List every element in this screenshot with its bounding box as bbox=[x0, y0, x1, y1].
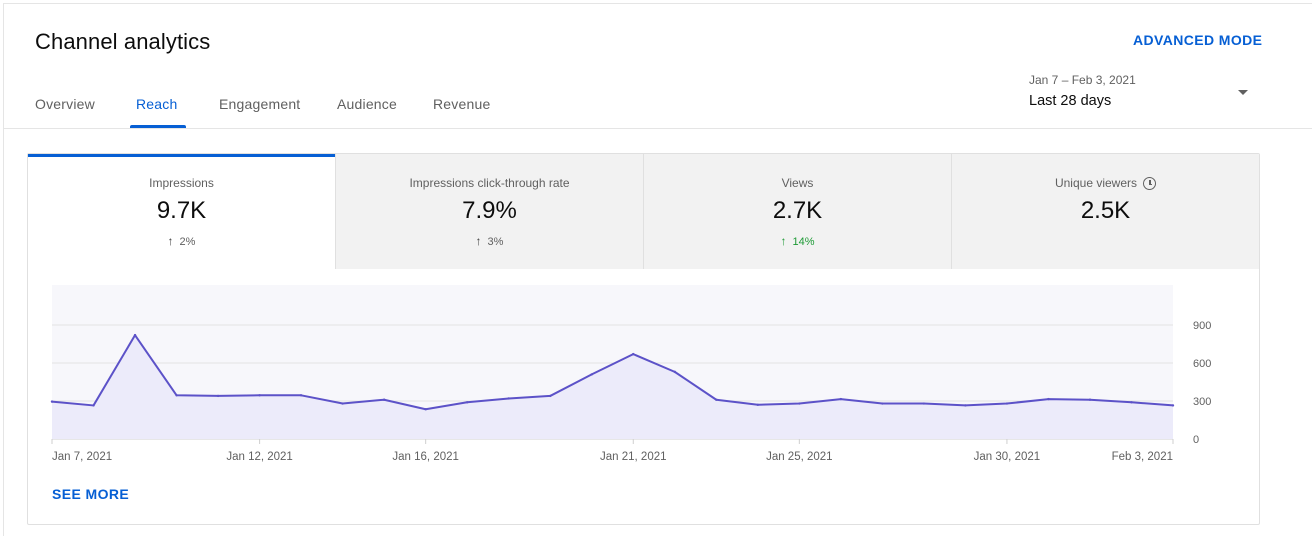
data-point bbox=[92, 404, 95, 407]
y-tick-label: 900 bbox=[1193, 320, 1211, 332]
impressions-chart[interactable]: 0 300 600 900 Jan 7, 2021 Jan 12, 2021 Jan 16,… bbox=[28, 269, 1259, 469]
data-point bbox=[507, 397, 510, 400]
metric-change: ↑ 3% bbox=[336, 234, 643, 248]
metric-value: 2.5K bbox=[1080, 197, 1131, 224]
selected-metric-indicator bbox=[28, 154, 335, 157]
page-frame bbox=[3, 3, 1312, 536]
x-tick-label: Jan 25, 2021 bbox=[766, 451, 833, 463]
y-tick-label: 0 bbox=[1193, 434, 1199, 446]
data-point bbox=[1171, 404, 1175, 407]
data-point bbox=[1088, 398, 1092, 401]
date-range-label: Last 28 days bbox=[1029, 93, 1112, 109]
x-tick-label: Feb 3, 2021 bbox=[1112, 451, 1173, 463]
metric-change: ↑ 14% bbox=[644, 234, 951, 248]
metric-label: Unique viewers bbox=[952, 176, 1259, 190]
x-tick-label: Jan 7, 2021 bbox=[52, 451, 112, 463]
data-point bbox=[341, 402, 344, 405]
metric-ctr[interactable]: Impressions click-through rate 7.9% ↑ 3% bbox=[336, 154, 644, 269]
x-tick-label: Jan 21, 2021 bbox=[600, 451, 667, 463]
arrow-up-icon: ↑ bbox=[475, 234, 482, 248]
see-more-link[interactable]: SEE MORE bbox=[52, 486, 130, 502]
active-tab-indicator bbox=[130, 125, 186, 128]
tab-reach[interactable]: Reach bbox=[130, 88, 186, 128]
data-point bbox=[258, 394, 261, 397]
data-point bbox=[964, 404, 967, 407]
y-tick-label: 600 bbox=[1193, 358, 1211, 370]
metric-value: 9.7K bbox=[156, 197, 207, 224]
metric-value: 7.9% bbox=[462, 197, 517, 224]
change-percent: 14% bbox=[792, 236, 815, 248]
metric-change: ↑ 2% bbox=[28, 234, 335, 248]
dropdown-arrow-icon bbox=[1238, 90, 1248, 95]
y-tick-label: 300 bbox=[1193, 396, 1211, 408]
clock-icon[interactable] bbox=[1143, 177, 1157, 190]
x-tick-label: Jan 16, 2021 bbox=[392, 451, 459, 463]
data-point bbox=[715, 398, 718, 401]
data-point bbox=[798, 402, 801, 405]
metric-label: Impressions bbox=[149, 176, 214, 190]
data-point bbox=[382, 398, 386, 401]
data-point bbox=[1005, 402, 1009, 405]
arrow-up-icon: ↑ bbox=[167, 234, 174, 248]
data-point bbox=[590, 373, 593, 376]
metric-label: Views bbox=[781, 176, 814, 190]
data-point bbox=[881, 402, 884, 405]
data-point bbox=[216, 394, 220, 398]
data-point bbox=[299, 394, 303, 397]
x-tick-label: Jan 30, 2021 bbox=[974, 451, 1041, 463]
metric-label: Impressions click-through rate bbox=[409, 176, 570, 190]
change-percent: 3% bbox=[487, 236, 504, 248]
date-range-dropdown[interactable]: Jan 7 – Feb 3, 2021 Last 28 days bbox=[1029, 72, 1254, 116]
data-point bbox=[133, 333, 137, 337]
data-point bbox=[1047, 397, 1050, 401]
change-percent: 2% bbox=[179, 236, 196, 248]
data-point bbox=[50, 400, 54, 403]
series-line bbox=[51, 334, 1174, 411]
metric-impressions[interactable]: Impressions 9.7K ↑ 2% bbox=[28, 154, 336, 269]
data-point bbox=[1130, 401, 1133, 404]
data-point bbox=[922, 402, 926, 405]
data-point bbox=[756, 403, 760, 406]
data-point bbox=[465, 401, 469, 404]
metric-unique-viewers[interactable]: Unique viewers 2.5K bbox=[952, 154, 1259, 269]
series-area bbox=[52, 335, 1173, 439]
metric-value: 2.7K bbox=[772, 197, 823, 224]
x-tick-label: Jan 12, 2021 bbox=[226, 451, 293, 463]
header-divider bbox=[3, 128, 1312, 129]
data-point bbox=[673, 370, 676, 374]
page-title: Channel analytics bbox=[35, 29, 211, 54]
date-range-text: Jan 7 – Feb 3, 2021 bbox=[1029, 73, 1136, 87]
metric-views[interactable]: Views 2.7K ↑ 14% bbox=[644, 154, 952, 269]
data-point bbox=[549, 394, 552, 398]
reach-card: Impressions 9.7K ↑ 2% Impressions click-t… bbox=[27, 153, 1260, 525]
arrow-up-icon: ↑ bbox=[780, 234, 787, 248]
data-point bbox=[424, 408, 427, 411]
advanced-mode-button[interactable]: ADVANCED MODE bbox=[1133, 32, 1263, 48]
data-point bbox=[175, 394, 178, 397]
data-point bbox=[632, 352, 635, 356]
data-point bbox=[839, 397, 843, 401]
